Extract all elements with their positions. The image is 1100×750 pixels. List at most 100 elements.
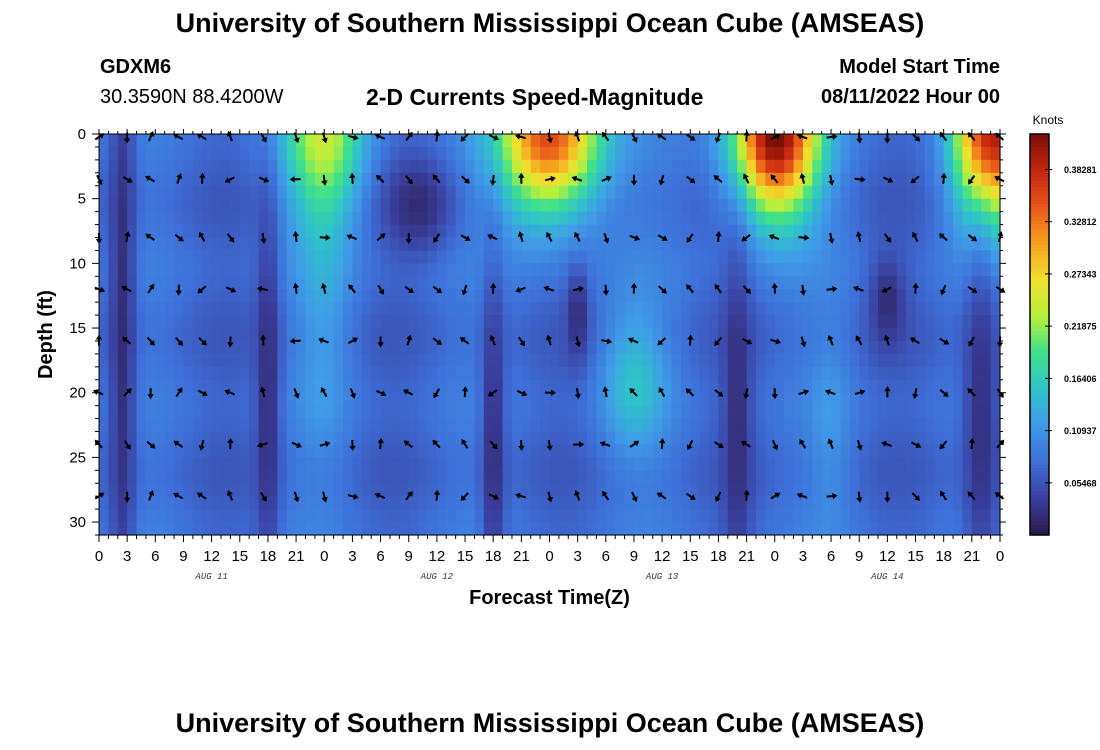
heat-cell bbox=[418, 289, 429, 303]
heat-cell bbox=[821, 353, 832, 368]
heat-cell bbox=[446, 302, 457, 316]
heat-cell bbox=[774, 185, 785, 200]
current-arrow bbox=[259, 386, 266, 398]
heat-cell bbox=[296, 457, 307, 471]
heat-cell bbox=[502, 134, 513, 148]
heat-cell bbox=[953, 237, 964, 252]
heat-cell bbox=[709, 146, 720, 161]
heat-cell bbox=[155, 172, 166, 187]
heat-cell bbox=[230, 198, 241, 213]
heat-cell bbox=[465, 444, 476, 458]
heat-cell bbox=[784, 198, 795, 213]
heat-cell bbox=[755, 328, 766, 342]
heat-cell bbox=[962, 444, 973, 458]
heat-cell bbox=[962, 496, 973, 510]
heat-cell bbox=[558, 289, 569, 303]
date-label: AUG 12 bbox=[420, 572, 454, 582]
heat-cell bbox=[277, 522, 288, 536]
current-arrow bbox=[827, 335, 834, 346]
heat-cell bbox=[596, 457, 607, 471]
heat-cell bbox=[746, 470, 757, 484]
heat-cell bbox=[896, 263, 907, 277]
heat-cell bbox=[324, 302, 335, 316]
heat-cell bbox=[418, 340, 429, 355]
heat-cell bbox=[221, 315, 231, 329]
heat-cell bbox=[249, 470, 260, 484]
heat-cell bbox=[145, 379, 156, 394]
heat-cell bbox=[164, 366, 175, 381]
heat-cell bbox=[849, 496, 860, 510]
heat-cell bbox=[192, 379, 203, 394]
heat-cell bbox=[596, 276, 607, 290]
heat-cell bbox=[211, 328, 222, 342]
heat-cell bbox=[633, 315, 644, 329]
heat-cell bbox=[174, 263, 185, 277]
colorbar-segment bbox=[1030, 207, 1049, 212]
heat-cell bbox=[277, 366, 288, 381]
current-arrow bbox=[122, 336, 132, 345]
heat-cell bbox=[690, 496, 701, 510]
heat-cell bbox=[981, 522, 992, 536]
heat-cell bbox=[755, 457, 766, 471]
heat-cell bbox=[427, 444, 438, 458]
heat-cell bbox=[286, 431, 297, 446]
heat-cell bbox=[727, 302, 738, 316]
heat-cell bbox=[371, 457, 382, 471]
heat-cell bbox=[924, 366, 935, 381]
heat-cell bbox=[896, 302, 907, 316]
heat-cell bbox=[981, 302, 992, 316]
heat-cell bbox=[352, 340, 363, 355]
heat-cell bbox=[727, 405, 738, 420]
heat-cell bbox=[314, 496, 325, 510]
heat-cell bbox=[915, 198, 926, 213]
heat-cell bbox=[221, 185, 231, 200]
heat-cell bbox=[493, 392, 504, 407]
heat-cell bbox=[183, 302, 194, 316]
heat-cell bbox=[418, 263, 429, 277]
heat-cell bbox=[615, 405, 626, 420]
heat-cell bbox=[305, 509, 316, 523]
heat-cell bbox=[568, 483, 579, 497]
heat-cell bbox=[943, 224, 954, 239]
heat-cell bbox=[521, 159, 532, 174]
heat-cell bbox=[549, 289, 560, 303]
heat-cell bbox=[286, 211, 297, 226]
heat-cell bbox=[530, 224, 541, 239]
heat-cell bbox=[596, 315, 607, 329]
colorbar-tick-label: 0.32812 bbox=[1064, 217, 1097, 227]
heat-cell bbox=[530, 237, 541, 252]
heat-cell bbox=[239, 211, 250, 226]
heat-cell bbox=[211, 250, 222, 264]
heat-cell bbox=[577, 405, 588, 420]
heat-cell bbox=[633, 172, 644, 187]
heat-cell bbox=[624, 392, 635, 407]
heat-cell bbox=[821, 418, 832, 433]
heat-cell bbox=[540, 379, 551, 394]
current-arrow bbox=[968, 336, 975, 347]
heat-cell bbox=[906, 379, 917, 394]
heat-cell bbox=[465, 224, 476, 239]
heat-cell bbox=[239, 263, 250, 277]
heat-cell bbox=[868, 185, 879, 200]
heat-cell bbox=[784, 263, 795, 277]
heat-cell bbox=[465, 328, 476, 342]
heat-cell bbox=[155, 237, 166, 252]
heat-cell bbox=[530, 159, 541, 174]
heat-cell bbox=[305, 418, 316, 433]
heat-cell bbox=[286, 366, 297, 381]
heat-cell bbox=[953, 340, 964, 355]
heat-cell bbox=[643, 185, 654, 200]
heat-cell bbox=[343, 328, 354, 342]
heat-cell bbox=[868, 315, 879, 329]
heat-cell bbox=[962, 509, 973, 523]
heat-cell bbox=[427, 418, 438, 433]
heat-cell bbox=[343, 250, 354, 264]
current-arrow bbox=[686, 133, 696, 141]
colorbar-segment bbox=[1030, 471, 1049, 476]
current-arrow bbox=[742, 337, 753, 345]
heat-cell bbox=[183, 159, 194, 174]
heat-cell bbox=[868, 444, 879, 458]
heat-cell bbox=[877, 522, 888, 536]
heat-cell bbox=[624, 211, 635, 226]
heat-cell bbox=[737, 263, 748, 277]
